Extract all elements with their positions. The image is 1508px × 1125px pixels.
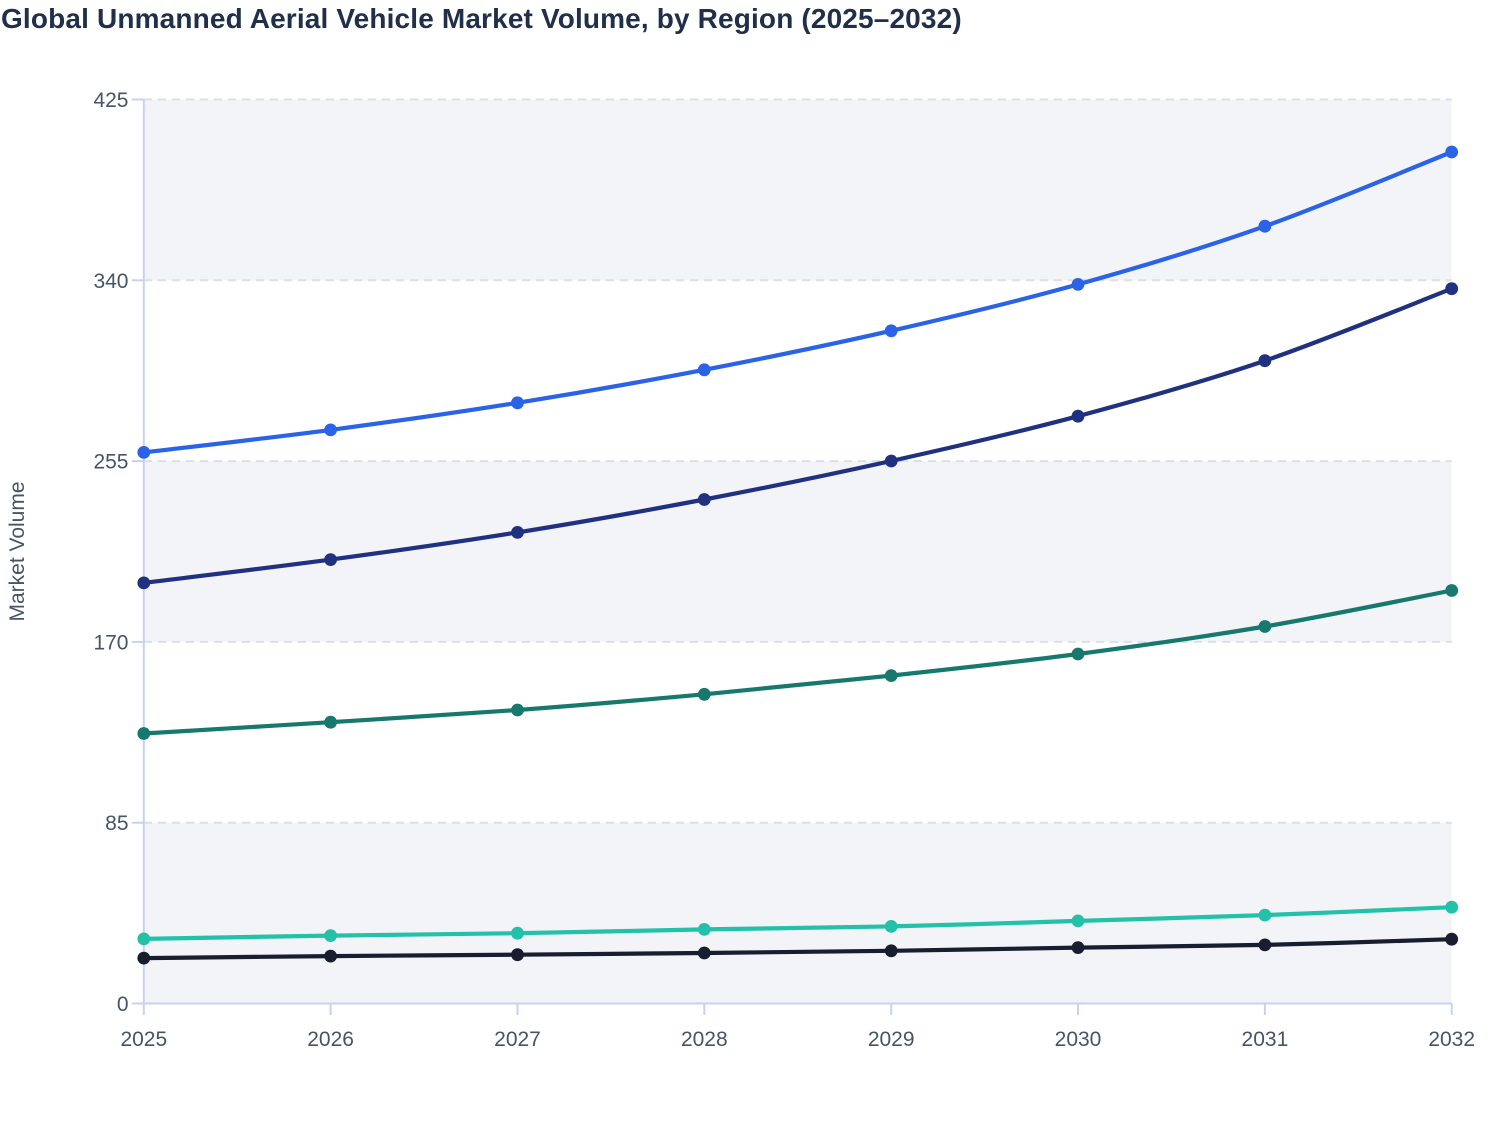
svg-text:170: 170 bbox=[93, 631, 128, 654]
svg-text:2025: 2025 bbox=[120, 1028, 167, 1051]
svg-text:2026: 2026 bbox=[307, 1028, 354, 1051]
svg-text:2029: 2029 bbox=[868, 1028, 915, 1051]
svg-text:425: 425 bbox=[93, 89, 128, 112]
svg-text:2028: 2028 bbox=[681, 1028, 728, 1051]
svg-text:340: 340 bbox=[93, 270, 128, 293]
svg-text:Market Volume: Market Volume bbox=[6, 481, 29, 621]
svg-text:2031: 2031 bbox=[1242, 1028, 1289, 1051]
svg-text:255: 255 bbox=[93, 451, 128, 474]
svg-text:2030: 2030 bbox=[1055, 1028, 1102, 1051]
svg-text:85: 85 bbox=[105, 812, 128, 835]
svg-text:Global Unmanned Aerial Vehicle: Global Unmanned Aerial Vehicle Market Vo… bbox=[1, 3, 962, 34]
svg-text:2027: 2027 bbox=[494, 1028, 541, 1051]
svg-text:2032: 2032 bbox=[1428, 1028, 1475, 1051]
svg-text:0: 0 bbox=[117, 993, 129, 1016]
